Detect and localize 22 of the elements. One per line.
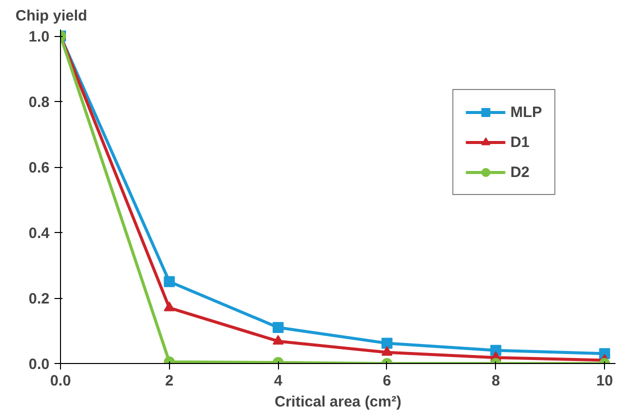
legend-label: MLP [510, 104, 542, 120]
y-tick-label: 0.0 [28, 356, 50, 373]
y-axis-title: Chip yield [16, 8, 88, 24]
y-tick-label: 1.0 [28, 28, 50, 46]
y-tick-label: 0.8 [28, 94, 50, 112]
x-tick-label: 8 [492, 372, 500, 390]
legend-label: D1 [510, 134, 530, 150]
y-tick-label: 0.2 [28, 290, 50, 308]
point [381, 346, 392, 356]
x-tick-label: 6 [382, 372, 392, 390]
point [272, 322, 284, 333]
x-tick-label: 2 [165, 372, 174, 390]
y-tick-label: 0.6 [28, 160, 50, 177]
point [164, 276, 175, 288]
y-tick-label: 0.4 [28, 225, 50, 242]
point [164, 302, 175, 312]
x-tick-label: 4 [274, 372, 283, 390]
x-tick-label: 10 [596, 372, 613, 390]
point [272, 334, 284, 345]
x-tick-label: 0.0 [50, 372, 71, 390]
legend-label: D2 [510, 164, 530, 180]
x-axis-title: Critical area (cm²) [274, 394, 402, 410]
